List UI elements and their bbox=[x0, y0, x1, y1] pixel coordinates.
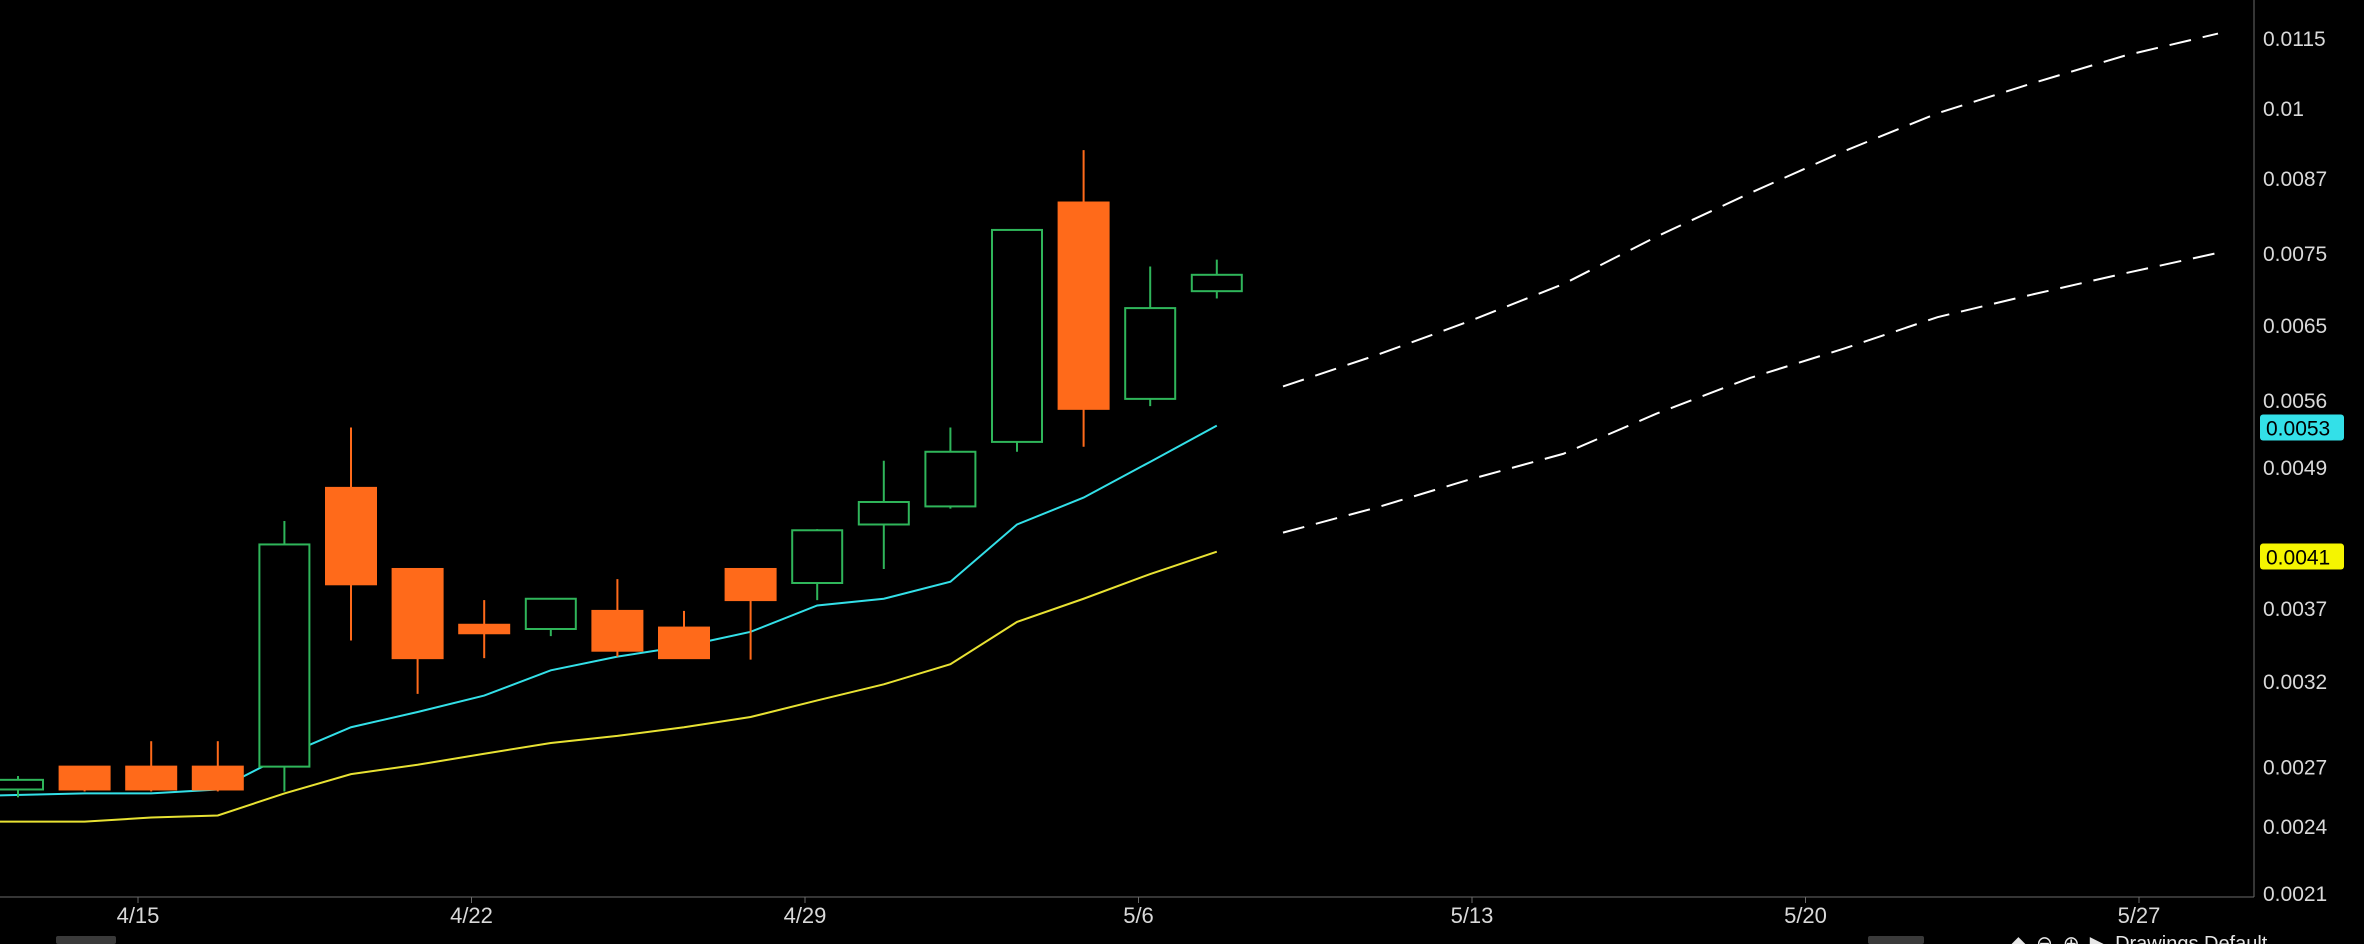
y-axis-ticks: 0.0115 0.01 0.0087 0.0075 0.0065 0.0056 0.0049… bbox=[2263, 28, 2328, 906]
y-tick-label: 0.0049 bbox=[2263, 457, 2327, 480]
candle-body bbox=[1124, 307, 1177, 400]
x-tick-label: 5/27 bbox=[2118, 903, 2161, 928]
candle bbox=[125, 741, 178, 792]
candle-body bbox=[0, 778, 44, 791]
play-icon[interactable]: ▶ bbox=[2089, 933, 2106, 944]
candle bbox=[458, 600, 511, 659]
y-tick-label: 0.0027 bbox=[2263, 757, 2327, 780]
price-tag-background bbox=[2260, 543, 2344, 570]
candle-body bbox=[1190, 273, 1243, 293]
candle bbox=[391, 567, 444, 694]
y-tick-label: 0.0056 bbox=[2263, 390, 2327, 413]
moving-average-line bbox=[0, 550, 1218, 823]
y-tick-label: 0.0115 bbox=[2263, 28, 2326, 51]
candle bbox=[924, 427, 977, 509]
candle-body bbox=[524, 597, 577, 630]
chart-controls: ⌄ ◆ ⊖ ⊕ ▶ Drawings Default bbox=[1984, 933, 2277, 944]
candle bbox=[1124, 266, 1177, 407]
candle bbox=[1190, 259, 1243, 299]
candle-body bbox=[591, 609, 644, 652]
chevron-icon[interactable]: ⌄ bbox=[1984, 933, 2001, 944]
candle-body bbox=[1057, 201, 1110, 410]
candle-body bbox=[991, 228, 1043, 443]
candle-body bbox=[391, 567, 444, 660]
y-tick-label: 0.0087 bbox=[2263, 168, 2327, 191]
candle bbox=[857, 460, 910, 569]
y-tick-label: 0.0021 bbox=[2263, 883, 2327, 906]
diamond-icon[interactable]: ◆ bbox=[2010, 933, 2027, 944]
candle bbox=[0, 776, 44, 798]
x-tick-label: 4/29 bbox=[784, 903, 827, 928]
candle-body bbox=[791, 529, 844, 585]
candle-body bbox=[258, 543, 311, 768]
candle bbox=[724, 567, 777, 660]
candle bbox=[1057, 150, 1110, 447]
x-tick-label: 5/6 bbox=[1123, 903, 1154, 928]
x-tick-label: 4/15 bbox=[117, 903, 160, 928]
candle-body bbox=[125, 765, 178, 791]
x-tick-label: 4/22 bbox=[450, 903, 493, 928]
candles bbox=[0, 150, 1243, 798]
x-tick-label: 5/13 bbox=[1451, 903, 1494, 928]
bottom-scrollbar-track[interactable] bbox=[0, 934, 2364, 944]
x-tick-label: 5/20 bbox=[1784, 903, 1827, 928]
candle bbox=[791, 529, 844, 601]
zoom-in-icon[interactable]: ⊕ bbox=[2062, 933, 2080, 944]
candle-body bbox=[458, 623, 511, 635]
candle-body bbox=[58, 765, 111, 791]
candle bbox=[258, 521, 311, 792]
candle bbox=[325, 427, 377, 641]
drawings-label[interactable]: Drawings Default bbox=[2115, 933, 2268, 944]
y-tick-label: 0.0037 bbox=[2263, 598, 2327, 621]
candle-body bbox=[724, 567, 777, 602]
projection-band-line bbox=[1282, 251, 2219, 534]
x-axis-ticks: 4/15 4/22 4/29 5/6 5/13 5/20 5/27 bbox=[117, 897, 2161, 928]
y-tick-label: 0.0075 bbox=[2263, 243, 2327, 266]
candle bbox=[58, 765, 111, 792]
price-tag-background bbox=[2260, 414, 2344, 441]
price-tag-label: 0.0041 bbox=[2266, 547, 2330, 570]
y-tick-label: 0.01 bbox=[2263, 98, 2304, 121]
candle-body bbox=[857, 500, 910, 526]
candle bbox=[191, 741, 244, 792]
y-tick-label: 0.0032 bbox=[2263, 671, 2327, 694]
candle bbox=[991, 228, 1043, 452]
y-tick-label: 0.0065 bbox=[2263, 315, 2327, 338]
zoom-out-icon[interactable]: ⊖ bbox=[2036, 933, 2053, 944]
scroll-thumb-right[interactable] bbox=[1868, 936, 1924, 944]
candle-body bbox=[325, 486, 377, 586]
price-tag: 0.0041 bbox=[2260, 543, 2344, 570]
price-tag-label: 0.0053 bbox=[2266, 417, 2330, 440]
price-tag: 0.0053 bbox=[2260, 414, 2344, 441]
candle-body bbox=[658, 626, 710, 660]
projection-bands bbox=[1282, 32, 2219, 534]
y-tick-label: 0.0024 bbox=[2263, 816, 2328, 839]
candle-body bbox=[924, 450, 977, 508]
candle-body bbox=[191, 765, 244, 791]
price-tags: 0.0053 0.0041 bbox=[2260, 414, 2344, 570]
candle bbox=[591, 579, 644, 657]
candle bbox=[524, 597, 577, 637]
candle bbox=[658, 610, 710, 660]
scroll-thumb-left[interactable] bbox=[56, 936, 116, 944]
